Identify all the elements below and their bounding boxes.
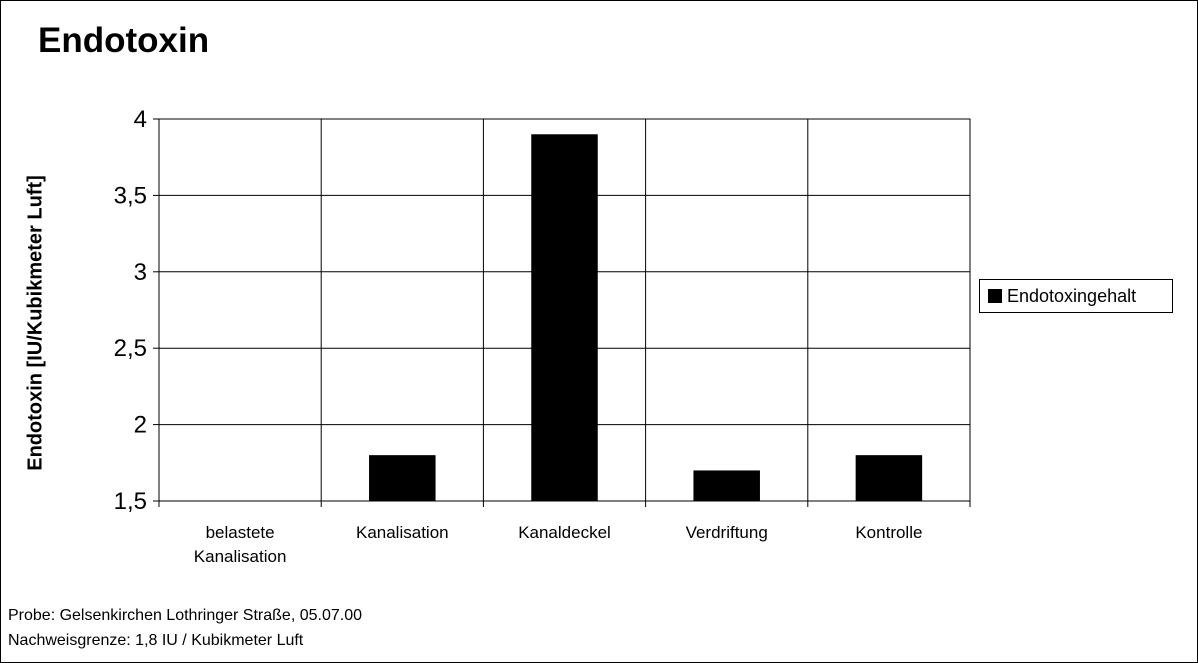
y-tick-label: 3: [134, 259, 147, 286]
x-tick-label: Kanalisation: [356, 523, 449, 542]
y-tick-label: 3,5: [114, 182, 147, 209]
y-tick-label: 2,5: [114, 335, 147, 362]
x-tick-label: belastete: [206, 523, 275, 542]
x-tick-label: Verdriftung: [686, 523, 768, 542]
x-tick-label: Kanalisation: [194, 547, 287, 566]
y-tick-label: 1,5: [114, 488, 147, 515]
notes: Probe: Gelsenkirchen Lothringer Straße, …: [8, 603, 362, 653]
note-detection-limit: Nachweisgrenze: 1,8 IU / Kubikmeter Luft: [8, 632, 304, 649]
legend: Endotoxingehalt: [979, 279, 1173, 313]
bar: [369, 455, 436, 501]
note-sample: Probe: Gelsenkirchen Lothringer Straße, …: [8, 607, 362, 624]
legend-swatch: [988, 289, 1002, 303]
bar: [531, 134, 598, 501]
bar: [855, 455, 923, 501]
bar: [693, 470, 760, 501]
x-tick-label: Kontrolle: [855, 523, 922, 542]
y-tick-label: 4: [134, 106, 147, 133]
legend-label: Endotoxingehalt: [1007, 285, 1137, 306]
chart-title: Endotoxin: [38, 21, 210, 60]
x-tick-label: Kanaldeckel: [518, 523, 611, 542]
y-tick-label: 2: [134, 412, 147, 439]
